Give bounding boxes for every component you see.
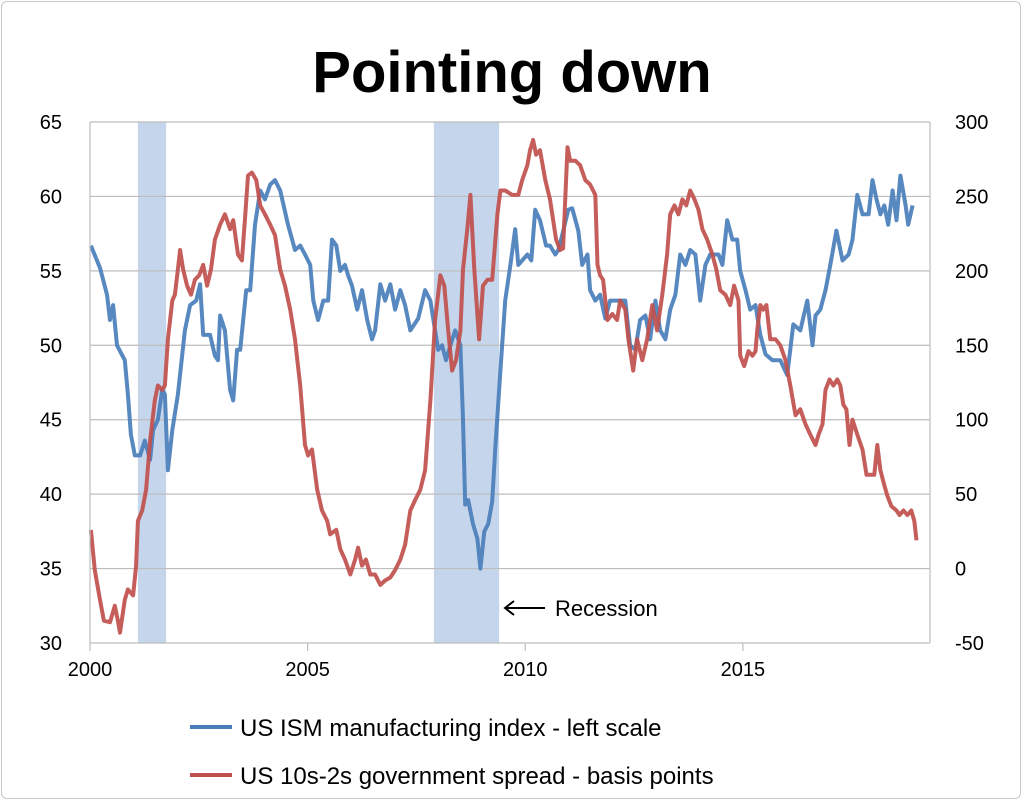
recession-band (433, 122, 500, 643)
x-tick-label: 2010 (503, 659, 548, 681)
y-right-tick-label: 100 (955, 410, 988, 432)
y-right-tick-label: 300 (955, 112, 988, 134)
series-line-spread (88, 137, 919, 635)
chart-title: Pointing down (312, 40, 711, 105)
y-right-tick-label: 0 (955, 559, 966, 581)
y-left-tick-label: 45 (40, 410, 62, 432)
y-left-tick-label: 60 (40, 186, 62, 208)
y-left-tick-label: 30 (40, 633, 62, 655)
legend: US ISM manufacturing index - left scale … (190, 715, 714, 790)
y-right-tick-label: 200 (955, 261, 988, 283)
y-left-tick-label: 65 (40, 112, 62, 134)
recession-band (137, 122, 167, 643)
recession-bands (137, 122, 500, 643)
recession-label: Recession (555, 596, 658, 621)
series-line-ism (89, 173, 915, 571)
y-left-tick-label: 50 (40, 335, 62, 357)
recession-annotation: Recession (503, 596, 658, 621)
gridlines (90, 121, 930, 644)
y-right-tick-label: -50 (955, 633, 984, 655)
y-left-tick-label: 55 (40, 261, 62, 283)
x-tick-label: 2005 (285, 659, 330, 681)
legend-label-spread: US 10s-2s government spread - basis poin… (240, 763, 714, 790)
series-lines (88, 137, 919, 635)
x-tick-label: 2015 (721, 659, 766, 681)
y-right-tick-label: 250 (955, 186, 988, 208)
y-left-tick-label: 35 (40, 559, 62, 581)
y-right-tick-label: 50 (955, 484, 977, 506)
axes: 30 35 40 45 50 55 60 65 -50 0 50 100 150 200 250 300 200… (40, 112, 989, 681)
arrowhead (503, 600, 515, 616)
legend-label-ism: US ISM manufacturing index - left scale (240, 715, 662, 742)
y-right-tick-label: 150 (955, 335, 988, 357)
x-tick-label: 2000 (68, 659, 113, 681)
y-left-tick-label: 40 (40, 484, 62, 506)
